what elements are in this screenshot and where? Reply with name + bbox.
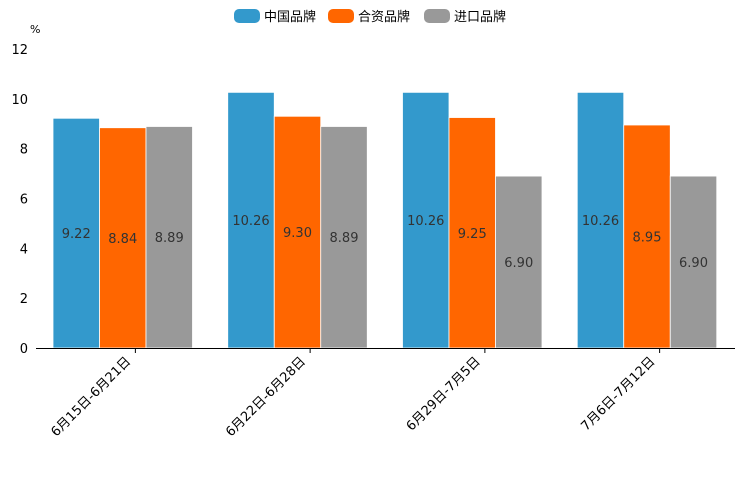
data-label: 9.25	[458, 227, 487, 242]
y-axis-unit-label: %	[30, 23, 40, 36]
y-tick-label: 6	[20, 193, 28, 208]
bar-1	[52, 117, 100, 349]
legend-swatch	[234, 9, 260, 23]
x-tick-label: 6月22日-6月28日	[223, 354, 309, 440]
bar-1	[576, 91, 625, 349]
legend: 中国品牌 合资品牌 进口品牌	[234, 9, 506, 25]
y-tick-label: 0	[20, 342, 28, 357]
bar-3	[145, 126, 193, 349]
legend-label: 中国品牌	[264, 9, 316, 25]
bar-2	[99, 127, 147, 349]
data-label: 6.90	[504, 256, 533, 271]
legend-swatch	[328, 9, 354, 23]
plot-area: 9.22 8.84 8.89 10.26 9.30 8.89 10.26 9.25 6.90 10…	[52, 91, 718, 349]
y-tick-label: 8	[20, 143, 28, 158]
data-label: 8.95	[633, 230, 662, 245]
data-label: 10.26	[582, 214, 619, 229]
legend-item[interactable]: 中国品牌	[234, 9, 316, 25]
x-tick-label: 6月29日-7月5日	[404, 354, 484, 434]
bar-2	[273, 115, 322, 349]
legend-label: 合资品牌	[358, 9, 410, 25]
x-axis: 6月15日-6月21日 6月22日-6月28日 6月29日-7月5日 7月6日-7月1…	[48, 348, 661, 440]
data-label: 6.90	[679, 256, 708, 271]
y-tick-label: 12	[11, 43, 28, 58]
data-label: 10.26	[407, 214, 444, 229]
data-label: 9.22	[62, 227, 91, 242]
data-label: 8.89	[155, 231, 184, 246]
legend-label: 进口品牌	[454, 9, 506, 25]
data-label: 10.26	[232, 214, 269, 229]
y-tick-label: 2	[20, 292, 28, 307]
y-tick-label: 4	[20, 242, 28, 257]
data-label: 8.89	[330, 231, 359, 246]
data-label: 8.84	[108, 232, 137, 247]
y-tick-label: 10	[11, 93, 28, 108]
legend-item[interactable]: 进口品牌	[424, 9, 506, 25]
legend-swatch	[424, 9, 450, 23]
bar-2	[448, 117, 496, 349]
bar-3	[320, 126, 368, 349]
bar-3	[669, 175, 718, 349]
x-tick-label: 7月6日-7月12日	[579, 354, 659, 434]
x-tick-label: 6月15日-6月21日	[48, 354, 134, 440]
legend-item[interactable]: 合资品牌	[328, 9, 410, 25]
data-label: 9.30	[283, 226, 312, 241]
y-axis: 0 2 4 6 8 10 12	[11, 43, 28, 357]
bar-1	[227, 91, 275, 349]
